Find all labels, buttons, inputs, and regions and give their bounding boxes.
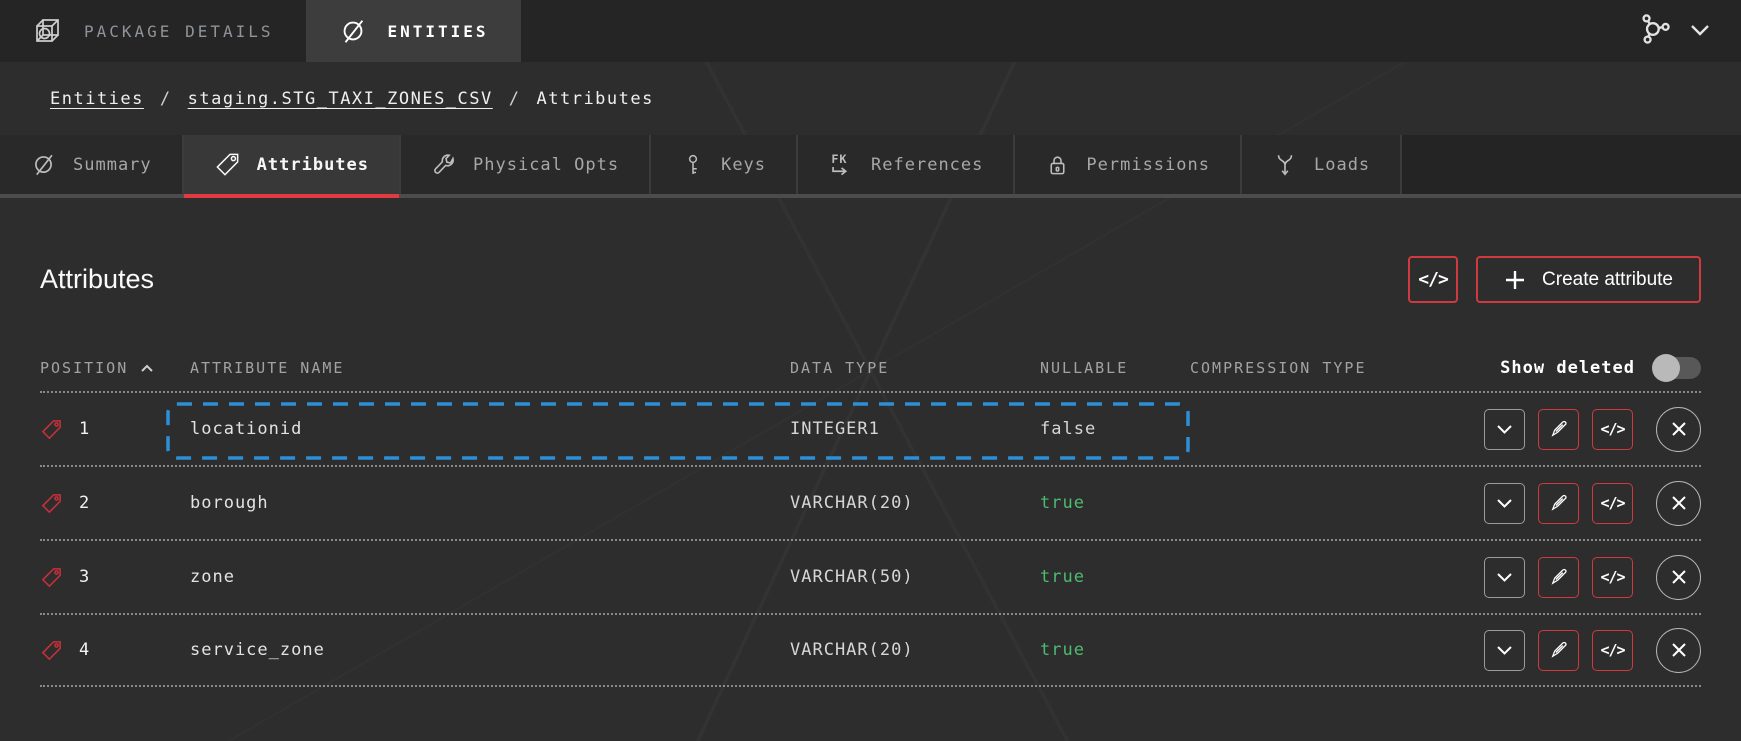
table-row: 1 locationid INTEGER1 false </> [40,391,1701,465]
graph-menu-button[interactable] [1607,0,1741,62]
column-header-attribute-name[interactable]: ATTRIBUTE NAME [190,359,345,377]
delete-attribute-button[interactable] [1656,406,1701,452]
tag-icon [40,566,63,589]
foreign-key-icon: FK [828,151,855,178]
expand-row-button[interactable] [1484,482,1525,524]
tab-label: Attributes [256,154,370,175]
show-deleted-label: Show deleted [1500,358,1635,378]
breadcrumb: Entities / staging.STG_TAXI_ZONES_CSV / … [0,62,1741,135]
create-attribute-label: Create attribute [1542,268,1673,290]
top-bar: PACKAGE DETAILS ENTITIES [0,0,1741,62]
tab-label: References [871,154,984,175]
show-deleted-toggle[interactable] [1652,354,1701,382]
position-value: 1 [79,419,91,439]
tab-attributes[interactable]: Attributes [183,135,402,198]
tag-icon [40,492,63,515]
tab-label: Keys [721,154,767,175]
breadcrumb-current: Attributes [536,88,654,109]
merge-icon [1272,152,1298,178]
column-header-position[interactable]: POSITION [40,359,190,377]
tab-permissions[interactable]: Permissions [1015,135,1242,194]
data-type-value: VARCHAR(20) [790,640,914,660]
chevron-down-icon [1689,22,1711,41]
sort-ascending-icon [140,364,154,373]
edit-attribute-button[interactable] [1538,629,1579,671]
expand-row-button[interactable] [1484,629,1525,671]
tab-summary[interactable]: Summary [0,135,184,194]
nullable-value: true [1040,567,1085,587]
package-cube-icon [32,15,64,47]
svg-text:FK: FK [831,152,847,166]
delete-attribute-button[interactable] [1656,627,1701,673]
view-code-button[interactable]: </> [1408,256,1459,303]
breadcrumb-separator: / [159,88,172,109]
toggle-knob [1652,354,1680,382]
column-header-nullable[interactable]: NULLABLE [1040,359,1129,377]
top-tab-package-details[interactable]: PACKAGE DETAILS [0,0,306,62]
top-tab-label: ENTITIES [387,21,489,41]
attribute-name: borough [190,493,269,513]
table-row: 4 service_zone VARCHAR(20) true </> [40,613,1701,687]
tab-label: Physical Opts [473,154,620,175]
tag-icon [40,639,63,662]
data-type-value: VARCHAR(50) [790,567,914,587]
tab-label: Permissions [1086,154,1210,175]
attribute-name: service_zone [190,640,325,660]
tab-loads[interactable]: Loads [1241,135,1403,194]
nullable-value: false [1040,419,1097,439]
breadcrumb-entity-link[interactable]: staging.STG_TAXI_ZONES_CSV [187,88,493,109]
delete-attribute-button[interactable] [1656,480,1701,526]
breadcrumb-entities-link[interactable]: Entities [50,88,144,109]
delete-attribute-button[interactable] [1656,554,1701,600]
column-header-data-type[interactable]: DATA TYPE [790,359,890,377]
tab-physical-opts[interactable]: Physical Opts [401,135,652,194]
top-tab-label: PACKAGE DETAILS [84,21,274,41]
position-value: 2 [79,493,91,513]
tab-label: Summary [73,154,152,175]
create-attribute-button[interactable]: Create attribute [1476,256,1701,303]
position-value: 4 [79,640,91,660]
nullable-value: true [1040,493,1085,513]
column-header-compression-type[interactable]: COMPRESSION TYPE [1190,359,1367,377]
key-icon [681,152,705,178]
expand-row-button[interactable] [1484,408,1525,450]
entity-icon [338,16,368,46]
lock-icon [1045,152,1070,178]
wrench-icon [431,152,457,178]
table-row: 3 zone VARCHAR(50) true </> [40,539,1701,613]
breadcrumb-separator: / [508,88,521,109]
attribute-code-button[interactable]: </> [1592,629,1633,671]
table-row: 2 borough VARCHAR(20) true </> [40,465,1701,539]
entity-icon [30,151,57,178]
attribute-name: locationid [190,419,303,439]
tag-icon [214,151,241,178]
nullable-value: true [1040,640,1085,660]
plus-icon [1504,269,1526,291]
tab-label: Loads [1313,154,1371,175]
table-header: POSITION ATTRIBUTE NAME DATA TYPE NULLAB… [40,345,1701,391]
position-value: 3 [79,567,91,587]
top-tab-entities[interactable]: ENTITIES [305,0,521,62]
expand-row-button[interactable] [1484,556,1525,598]
edit-attribute-button[interactable] [1538,408,1579,450]
tab-keys[interactable]: Keys [651,135,799,194]
data-type-value: VARCHAR(20) [790,493,914,513]
tag-icon [40,418,63,441]
attribute-code-button[interactable]: </> [1592,408,1633,450]
tab-references[interactable]: FK References [798,135,1016,194]
edit-attribute-button[interactable] [1538,556,1579,598]
edit-attribute-button[interactable] [1538,482,1579,524]
attribute-code-button[interactable]: </> [1592,556,1633,598]
entity-tab-bar: Summary Attributes Physical Opts Ke [0,135,1741,198]
attribute-code-button[interactable]: </> [1592,482,1633,524]
page-title: Attributes [40,264,155,294]
attribute-name: zone [190,567,235,587]
data-type-value: INTEGER1 [790,419,880,439]
network-icon [1637,11,1673,51]
